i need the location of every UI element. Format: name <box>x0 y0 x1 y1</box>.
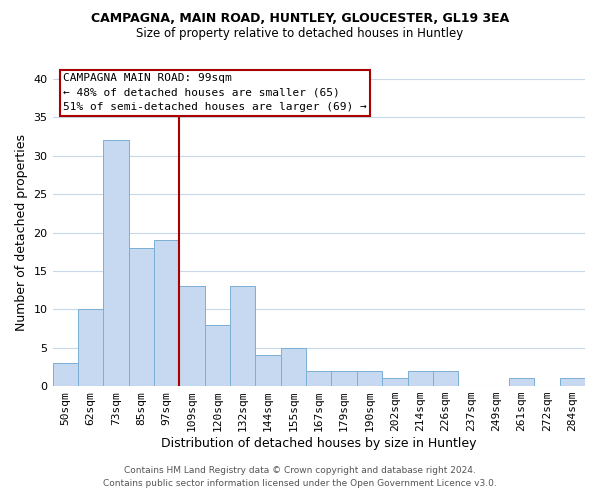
Bar <box>407 370 433 386</box>
Bar <box>53 363 78 386</box>
Bar <box>154 240 179 386</box>
Text: CAMPAGNA, MAIN ROAD, HUNTLEY, GLOUCESTER, GL19 3EA: CAMPAGNA, MAIN ROAD, HUNTLEY, GLOUCESTER… <box>91 12 509 26</box>
Bar <box>560 378 585 386</box>
Bar <box>103 140 128 386</box>
Bar <box>256 356 281 386</box>
Text: CAMPAGNA MAIN ROAD: 99sqm: CAMPAGNA MAIN ROAD: 99sqm <box>58 75 226 85</box>
Bar <box>230 286 256 386</box>
Bar <box>382 378 407 386</box>
Bar <box>306 370 331 386</box>
Bar <box>509 378 534 386</box>
Text: Size of property relative to detached houses in Huntley: Size of property relative to detached ho… <box>136 28 464 40</box>
Bar <box>357 370 382 386</box>
Bar <box>281 348 306 386</box>
X-axis label: Distribution of detached houses by size in Huntley: Distribution of detached houses by size … <box>161 437 476 450</box>
Bar <box>331 370 357 386</box>
Bar <box>78 310 103 386</box>
Bar <box>433 370 458 386</box>
Bar <box>205 324 230 386</box>
Text: Contains HM Land Registry data © Crown copyright and database right 2024.
Contai: Contains HM Land Registry data © Crown c… <box>103 466 497 487</box>
Y-axis label: Number of detached properties: Number of detached properties <box>15 134 28 331</box>
Bar <box>128 248 154 386</box>
Text: CAMPAGNA MAIN ROAD: 99sqm
← 48% of detached houses are smaller (65)
51% of semi-: CAMPAGNA MAIN ROAD: 99sqm ← 48% of detac… <box>63 73 367 112</box>
Bar <box>179 286 205 386</box>
